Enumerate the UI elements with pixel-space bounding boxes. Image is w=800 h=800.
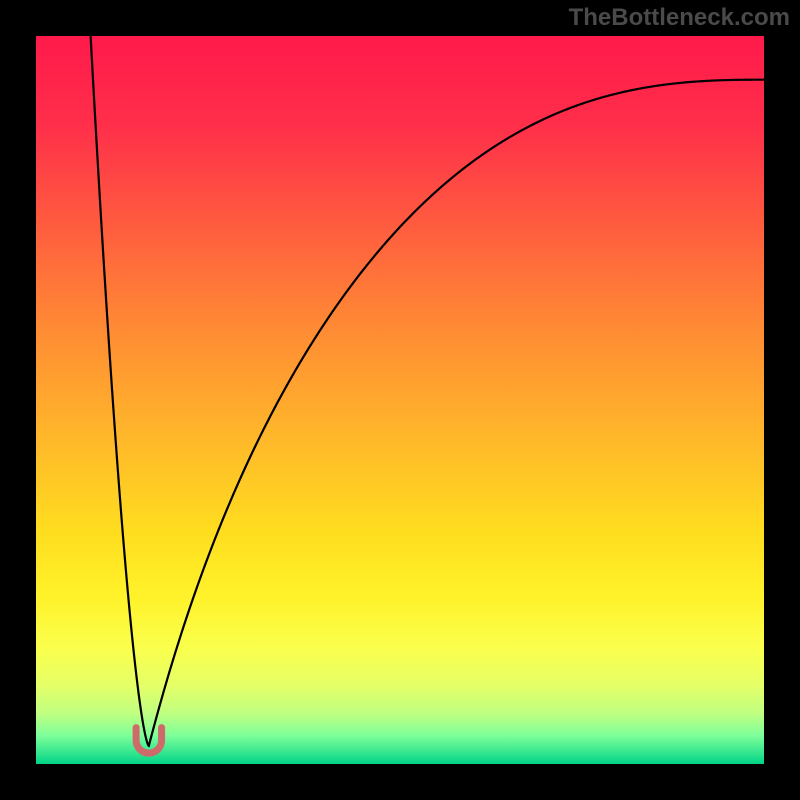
figure-container: TheBottleneck.com xyxy=(0,0,800,800)
watermark-text: TheBottleneck.com xyxy=(569,4,790,32)
gradient-plot-area xyxy=(36,36,764,764)
chart-svg xyxy=(0,0,800,800)
